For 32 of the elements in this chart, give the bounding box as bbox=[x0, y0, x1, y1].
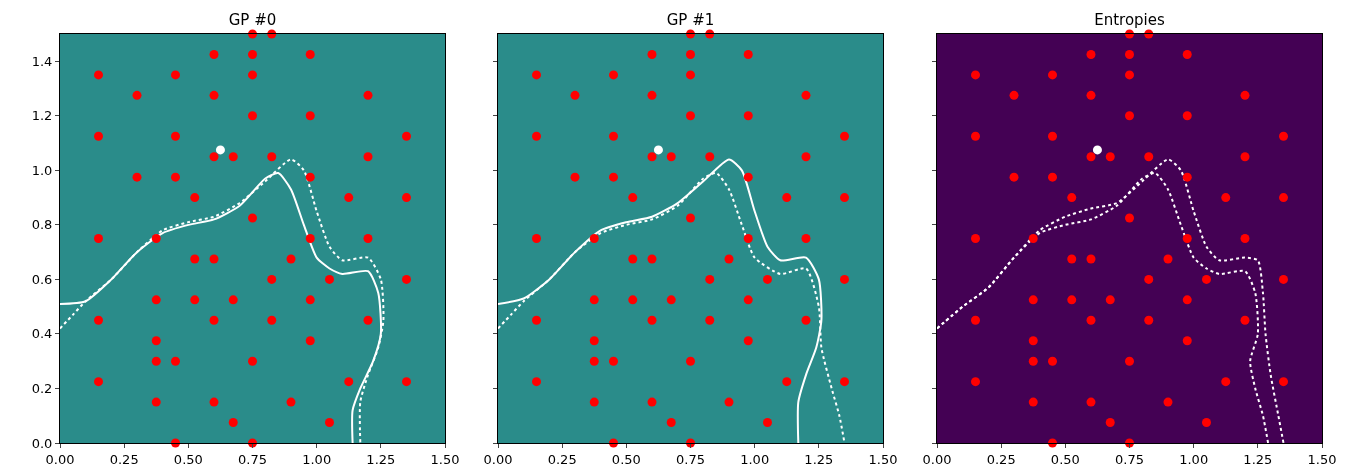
x-tick-label: 1.00 bbox=[302, 451, 332, 467]
x-tick-label: 1.50 bbox=[430, 451, 460, 467]
y-tick-label: 1.2 bbox=[31, 108, 53, 124]
y-tick-label: 1.0 bbox=[31, 162, 53, 178]
x-tick-label: 1.00 bbox=[1179, 451, 1209, 467]
x-tick-label: 0.75 bbox=[238, 451, 267, 467]
chart-title: GP #0 bbox=[228, 10, 277, 29]
x-tick-label: 0.00 bbox=[922, 451, 952, 467]
x-tick-label: 0.25 bbox=[986, 451, 1016, 467]
y-tick-label: 1.4 bbox=[31, 53, 53, 69]
x-tick-label: 0.25 bbox=[109, 451, 139, 467]
y-tick-label: 0.0 bbox=[31, 435, 53, 451]
x-tick-label: 0.50 bbox=[1050, 451, 1080, 467]
y-tick-label: 0.4 bbox=[31, 326, 53, 342]
x-tick-label: 0.00 bbox=[483, 451, 513, 467]
y-tick-label: 0.8 bbox=[31, 217, 53, 233]
x-tick-label: 0.50 bbox=[611, 451, 641, 467]
x-tick-label: 0.75 bbox=[1115, 451, 1144, 467]
x-tick-label: 1.25 bbox=[366, 451, 396, 467]
x-tick-label: 0.00 bbox=[45, 451, 75, 467]
x-tick-label: 0.75 bbox=[676, 451, 705, 467]
x-tick-label: 1.50 bbox=[1307, 451, 1337, 467]
x-tick-label: 1.50 bbox=[868, 451, 898, 467]
x-tick-label: 1.00 bbox=[740, 451, 770, 467]
y-tick-label: 0.2 bbox=[31, 381, 53, 397]
chart-title: Entropies bbox=[1094, 10, 1165, 29]
x-tick-label: 1.25 bbox=[1243, 451, 1273, 467]
x-tick-label: 0.25 bbox=[547, 451, 577, 467]
y-tick-label: 0.6 bbox=[31, 271, 53, 287]
chart-title: GP #1 bbox=[666, 10, 715, 29]
x-tick-label: 1.25 bbox=[804, 451, 834, 467]
x-tick-label: 0.50 bbox=[173, 451, 203, 467]
